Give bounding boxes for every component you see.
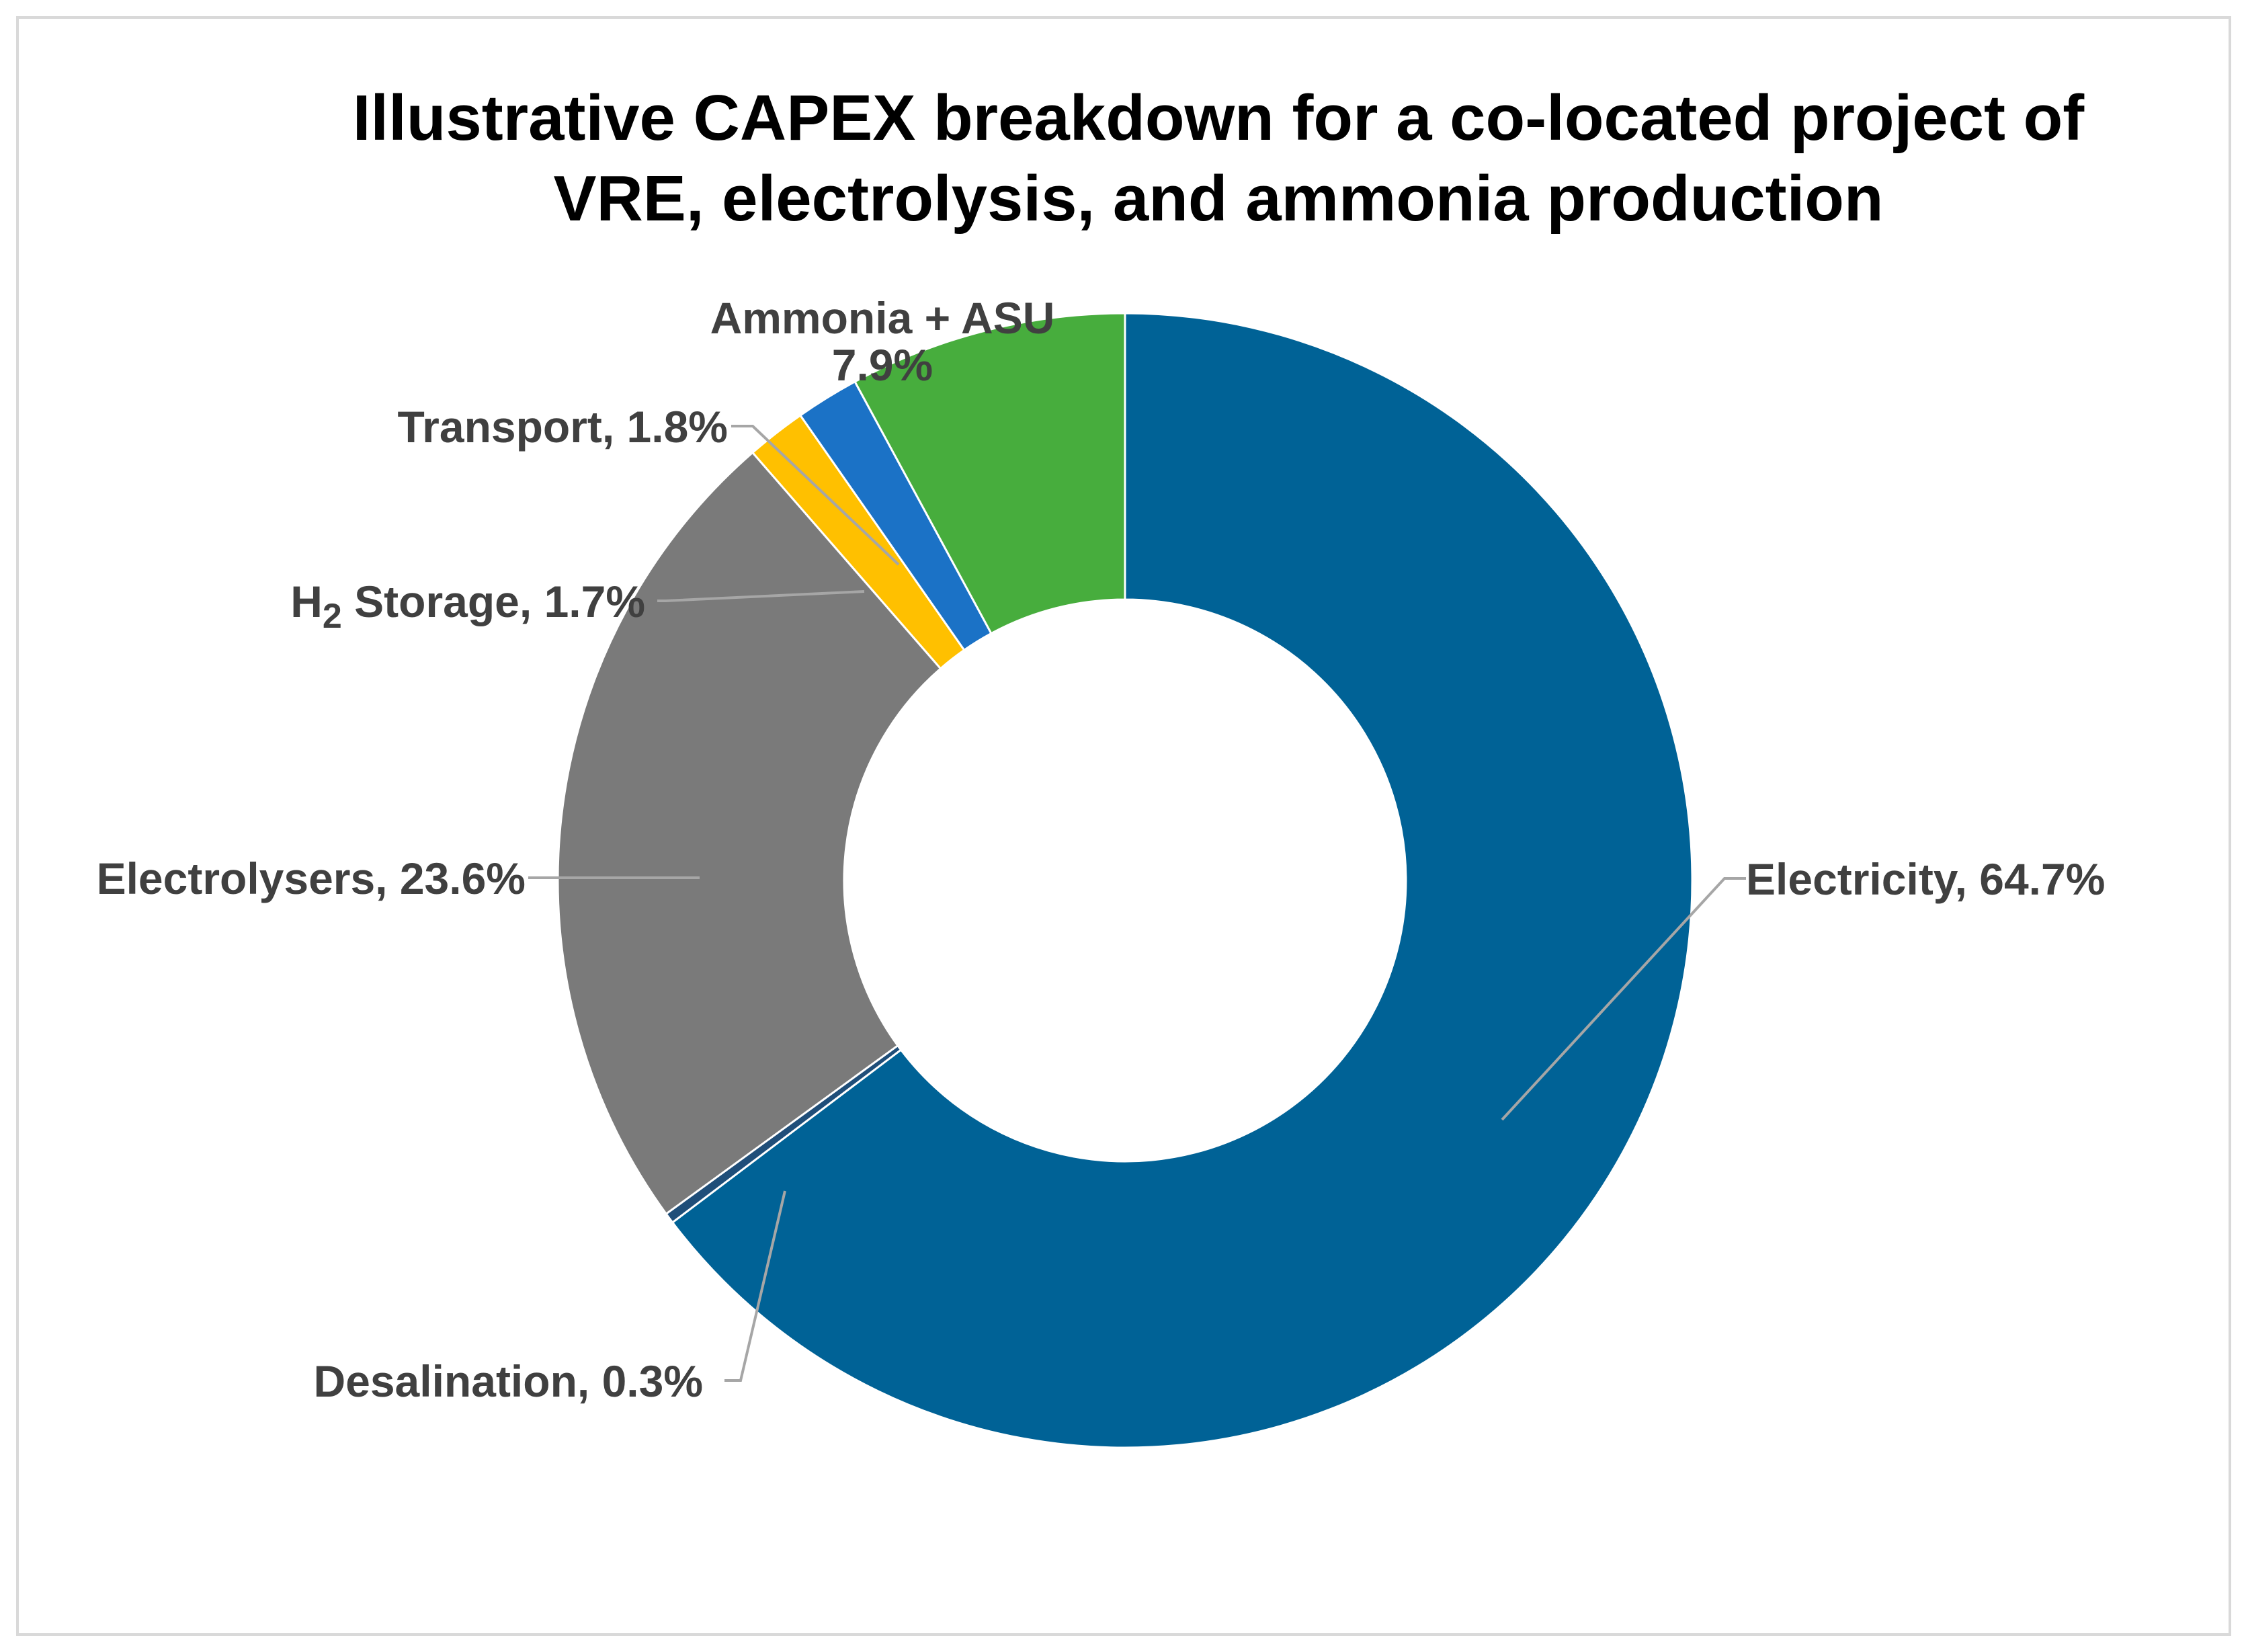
data-label-h2-storage: H2 Storage, 1.7% [290,577,645,636]
data-label-electricity: Electricity, 64.7% [1746,854,2105,904]
slice-ammonia-asu [854,312,1126,635]
leader-line-h2-storage [657,590,865,602]
data-label-transport: Transport, 1.8% [398,402,729,452]
data-label-ammonia-asu-name: Ammonia + ASU [710,293,1055,343]
chart-frame: Illustrative CAPEX breakdown for a co-lo… [16,16,2231,1636]
h2-storage-label-rest: Storage, 1.7% [342,577,645,626]
slices-group [556,312,1694,1449]
slice-electrolysers [556,451,942,1216]
leader-line-transport [731,425,900,566]
leader-line-electricity [1501,877,1746,1121]
chart-title-line-1: Illustrative CAPEX breakdown for a co-lo… [353,82,2085,154]
h2-storage-label-subscript: 2 [323,597,342,636]
data-label-desalination: Desalination, 0.3% [313,1356,703,1406]
doughnut-chart: Illustrative CAPEX breakdown for a co-lo… [97,82,2105,1449]
data-label-electrolysers: Electrolysers, 23.6% [97,854,526,903]
h2-storage-label-h: H [290,577,323,626]
slice-electricity [671,312,1694,1449]
leader-lines [528,425,1746,1382]
leader-line-desalination [724,1190,786,1382]
chart-title-line-2: VRE, electrolysis, and ammonia productio… [553,163,1883,235]
data-label-ammonia-asu-value: 7.9% [832,340,933,390]
